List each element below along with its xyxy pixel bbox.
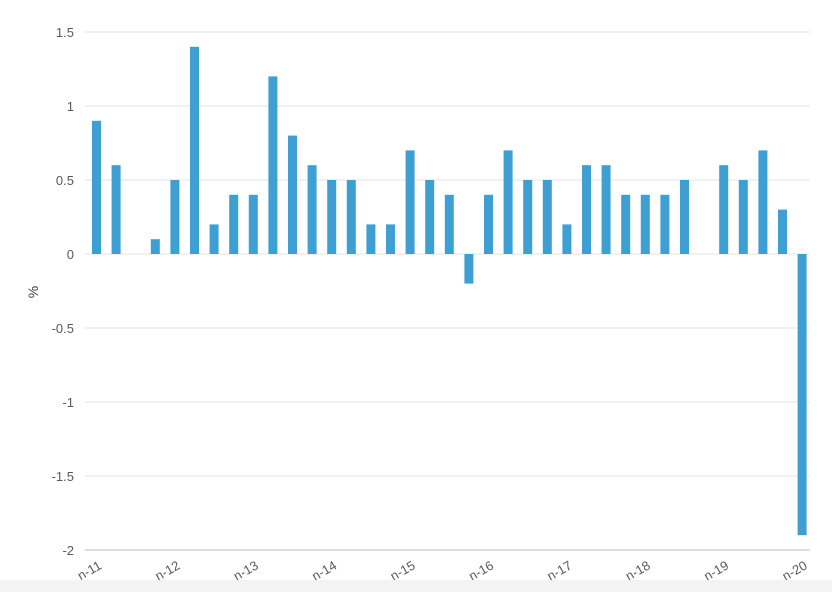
bar bbox=[778, 209, 787, 254]
bar bbox=[170, 180, 180, 254]
bar bbox=[503, 150, 513, 254]
y-tick-label: 1 bbox=[67, 99, 74, 114]
bar bbox=[346, 180, 356, 254]
bar bbox=[288, 135, 297, 254]
bar bbox=[209, 224, 219, 254]
bar bbox=[307, 165, 317, 254]
y-tick-label: 0 bbox=[67, 247, 74, 262]
bar bbox=[405, 150, 415, 254]
bar bbox=[621, 194, 631, 254]
bar bbox=[719, 165, 729, 254]
y-tick-label: -1 bbox=[62, 395, 74, 410]
bar bbox=[150, 239, 160, 254]
bar bbox=[562, 224, 572, 254]
bar bbox=[542, 180, 552, 254]
bar bbox=[327, 180, 337, 254]
bar bbox=[111, 165, 121, 254]
bar bbox=[366, 224, 376, 254]
bar bbox=[464, 254, 474, 284]
bar bbox=[523, 180, 533, 254]
bar bbox=[660, 194, 670, 254]
bar bbox=[425, 180, 435, 254]
bar bbox=[640, 194, 650, 254]
footer-strip bbox=[0, 580, 832, 592]
y-tick-label: -1.5 bbox=[52, 469, 74, 484]
bar bbox=[92, 120, 101, 254]
bar bbox=[797, 254, 807, 536]
bar bbox=[229, 194, 239, 254]
gridlines bbox=[85, 31, 810, 551]
bar bbox=[484, 194, 493, 254]
y-tick-label: -0.5 bbox=[52, 321, 74, 336]
bar bbox=[444, 194, 454, 254]
y-tick-label: 0.5 bbox=[56, 173, 74, 188]
y-axis-title: % bbox=[25, 286, 41, 298]
bar bbox=[268, 76, 278, 255]
y-axis: 1.5 1 0.5 0 -0.5 -1 -1.5 -2 bbox=[52, 25, 74, 558]
y-tick-label: -2 bbox=[62, 543, 74, 558]
bars bbox=[92, 46, 807, 536]
bar bbox=[680, 180, 689, 254]
y-tick-label: 1.5 bbox=[56, 25, 74, 40]
bar bbox=[248, 194, 258, 254]
bar bbox=[386, 224, 395, 254]
bar bbox=[758, 150, 768, 254]
bar bbox=[738, 180, 748, 254]
bar bbox=[601, 165, 611, 254]
bar bbox=[582, 165, 591, 254]
bar bbox=[190, 46, 199, 254]
